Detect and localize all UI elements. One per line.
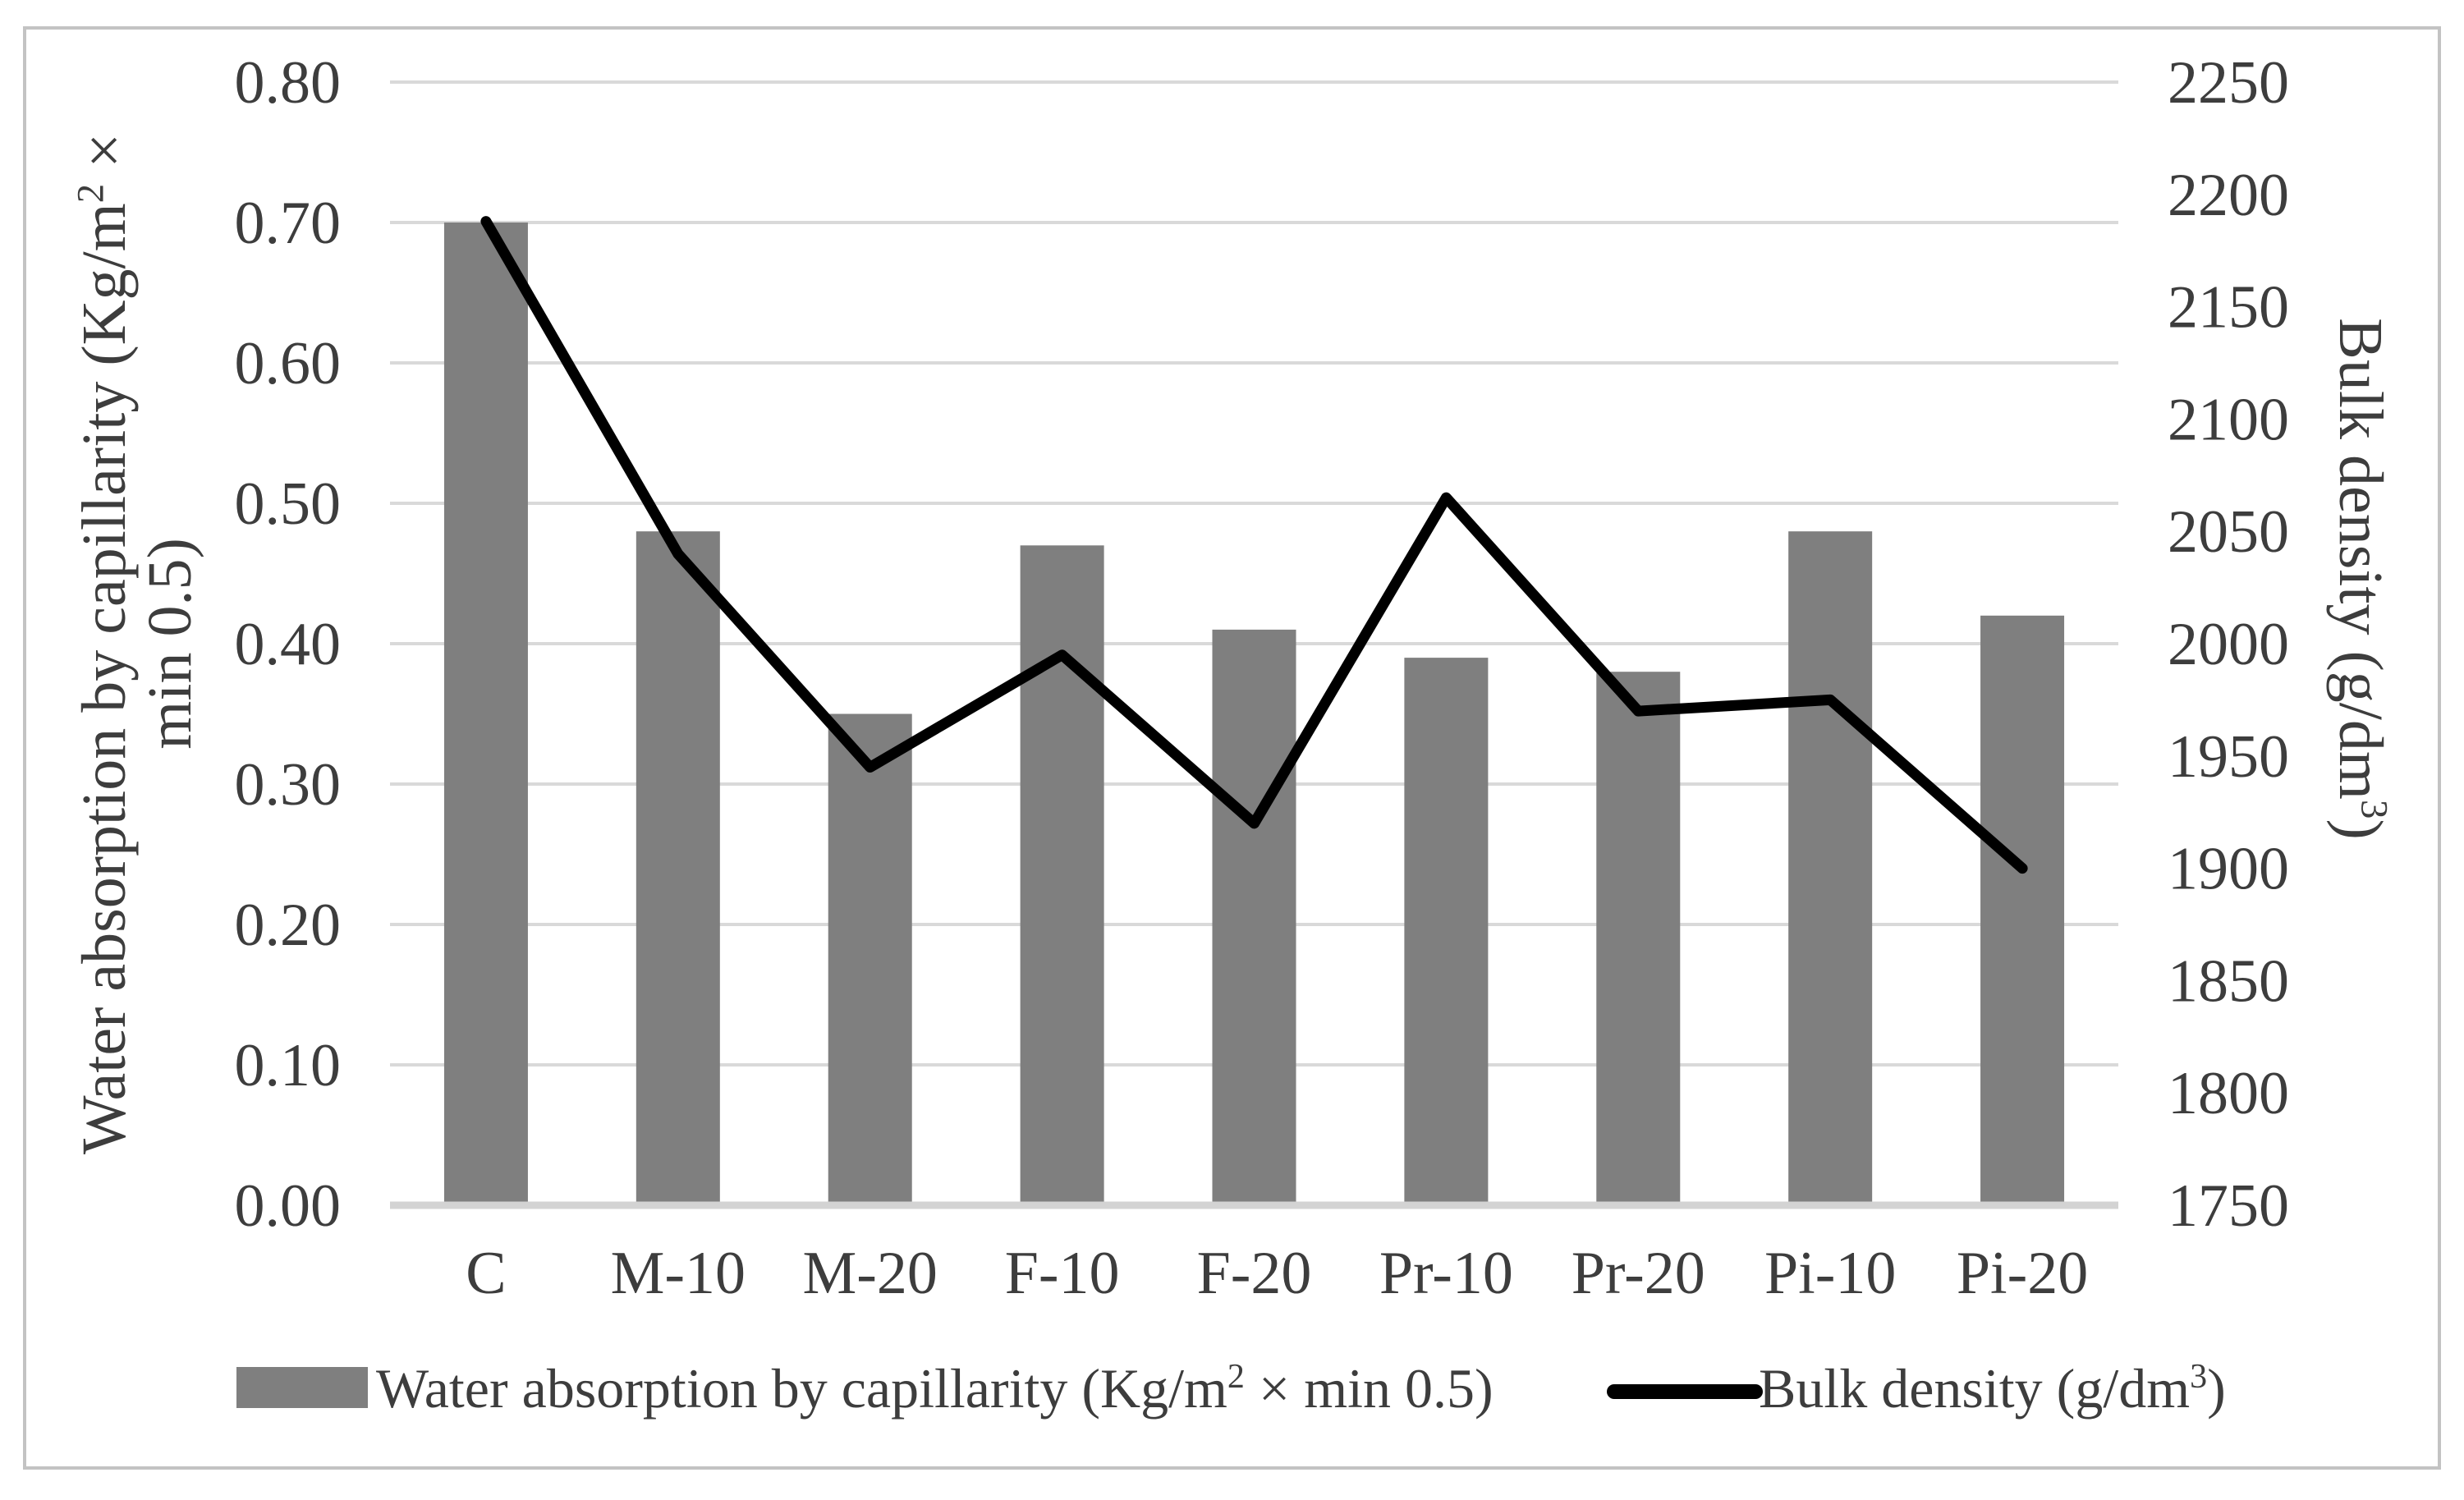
x-label-C: C bbox=[466, 1240, 506, 1307]
left-axis-title-line2: min 0.5) bbox=[135, 538, 204, 750]
legend-bar-label: Water absorption by capillarity (Kg/m2 ×… bbox=[376, 1357, 1494, 1420]
left-axis-title-line1: Water absorption by capillarity (Kg/m2 × bbox=[69, 133, 139, 1154]
bar-Pi-20 bbox=[1980, 615, 2065, 1205]
x-label-Pr-10: Pr-10 bbox=[1379, 1240, 1513, 1307]
legend-line-label: Bulk density (g/dm3) bbox=[1759, 1357, 2226, 1420]
right-tick-1750: 1750 bbox=[2168, 1172, 2289, 1240]
left-tick-0.10: 0.10 bbox=[235, 1032, 342, 1099]
bar-M-10 bbox=[636, 531, 720, 1205]
x-label-F-10: F-10 bbox=[1005, 1240, 1120, 1307]
x-label-M-20: M-20 bbox=[802, 1240, 937, 1307]
right-tick-1850: 1850 bbox=[2168, 947, 2289, 1015]
x-label-Pr-20: Pr-20 bbox=[1572, 1240, 1705, 1307]
left-tick-0.30: 0.30 bbox=[235, 751, 342, 819]
left-tick-0.60: 0.60 bbox=[235, 330, 342, 397]
right-tick-2250: 2250 bbox=[2168, 49, 2289, 117]
bulk-density-line bbox=[480, 216, 2028, 874]
bar-Pr-20 bbox=[1596, 672, 1681, 1205]
bar-M-20 bbox=[828, 713, 912, 1205]
right-tick-2150: 2150 bbox=[2168, 274, 2289, 342]
left-tick-0.80: 0.80 bbox=[235, 49, 342, 117]
x-label-Pi-10: Pi-10 bbox=[1764, 1240, 1896, 1307]
left-tick-0.70: 0.70 bbox=[235, 190, 342, 257]
right-tick-2000: 2000 bbox=[2168, 611, 2289, 678]
right-tick-1950: 1950 bbox=[2168, 723, 2289, 791]
right-tick-1900: 1900 bbox=[2168, 836, 2289, 903]
x-label-F-20: F-20 bbox=[1197, 1240, 1312, 1307]
left-tick-0.00: 0.00 bbox=[235, 1172, 342, 1240]
bar-F-10 bbox=[1020, 545, 1104, 1205]
left-tick-0.20: 0.20 bbox=[235, 892, 342, 959]
right-tick-2100: 2100 bbox=[2168, 386, 2289, 453]
right-tick-1800: 1800 bbox=[2168, 1060, 2289, 1127]
figure-border bbox=[23, 26, 2441, 1470]
bar-C bbox=[443, 222, 528, 1205]
legend-bar-swatch bbox=[236, 1367, 368, 1408]
x-label-M-10: M-10 bbox=[611, 1240, 746, 1307]
bar-F-20 bbox=[1212, 629, 1296, 1205]
right-axis-title: Bulk density (g/dm3) bbox=[2326, 318, 2396, 840]
bar-Pi-10 bbox=[1788, 531, 1873, 1205]
left-tick-0.40: 0.40 bbox=[235, 611, 342, 678]
right-tick-2200: 2200 bbox=[2168, 162, 2289, 229]
right-tick-2050: 2050 bbox=[2168, 498, 2289, 566]
x-label-Pi-20: Pi-20 bbox=[1957, 1240, 2088, 1307]
bar-Pr-10 bbox=[1404, 658, 1489, 1205]
left-tick-0.50: 0.50 bbox=[235, 470, 342, 538]
